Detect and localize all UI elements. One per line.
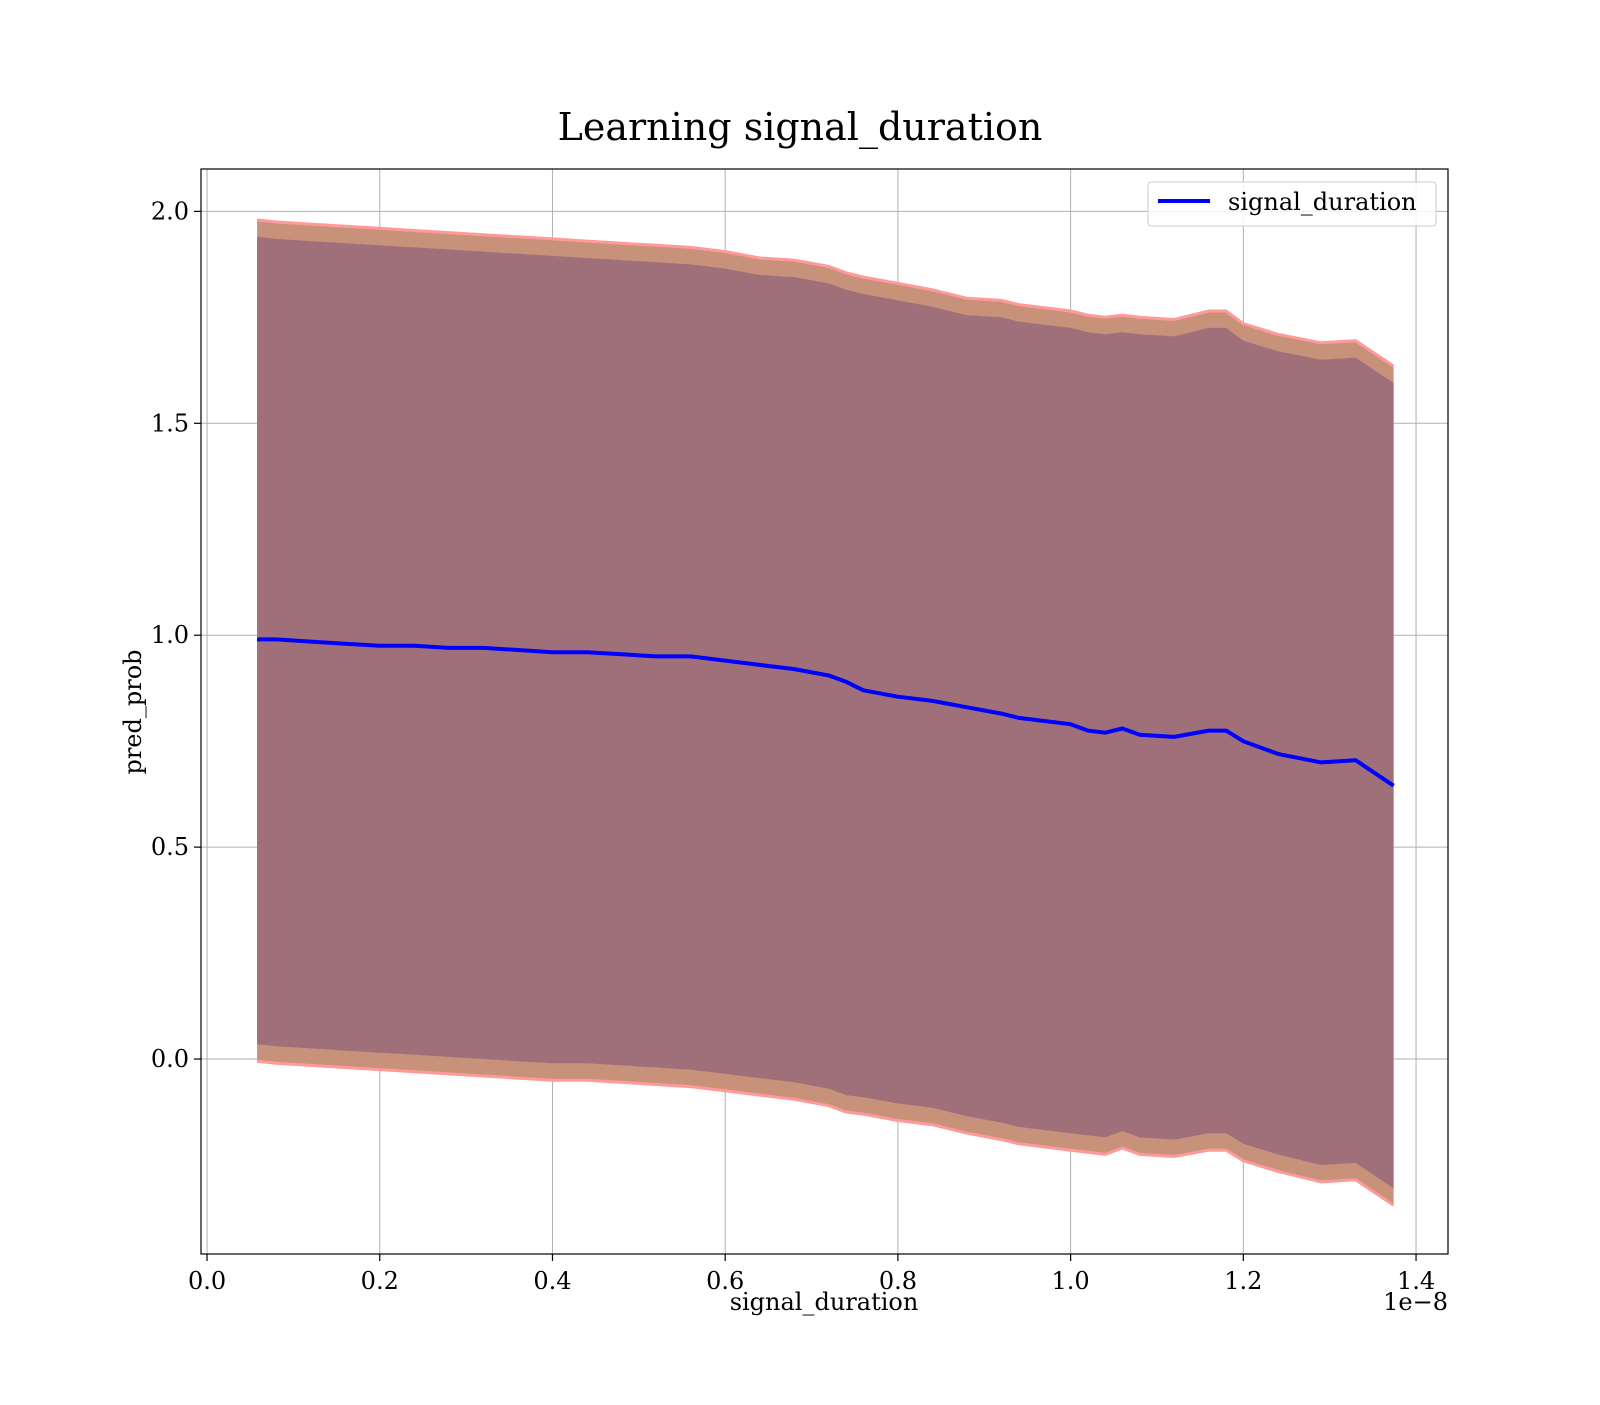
x-offset-label: 1e−8 bbox=[1383, 1288, 1448, 1316]
axis-ticks: 0.0 0.2 0.4 0.6 0.8 1.0 1.2 1.4 0.0 0.5 1.0 1.5 2.0 bbox=[151, 197, 1435, 1295]
y-tick-label: 2.0 bbox=[151, 197, 189, 225]
x-tick-label: 0.0 bbox=[188, 1267, 226, 1295]
y-tick-label: 0.5 bbox=[151, 833, 189, 861]
confidence-bands bbox=[256, 218, 1395, 1207]
outer-band-lower-edge bbox=[256, 1059, 1395, 1207]
legend-box bbox=[1147, 181, 1437, 227]
plot-frame bbox=[200, 168, 1449, 1255]
y-tick-label: 0.0 bbox=[151, 1045, 189, 1073]
x-tick-label: 1.2 bbox=[1224, 1267, 1262, 1295]
y-tick-label: 1.5 bbox=[151, 409, 189, 437]
y-axis-label: pred_prob bbox=[119, 649, 147, 774]
series-line bbox=[257, 637, 1395, 788]
legend-label: signal_duration bbox=[1228, 188, 1417, 216]
y-tick-label: 1.0 bbox=[151, 621, 189, 649]
chart-title: Learning signal_duration bbox=[558, 105, 1043, 150]
inner-band-area bbox=[257, 236, 1394, 1189]
series-lines bbox=[257, 637, 1395, 788]
x-tick-label: 0.4 bbox=[533, 1267, 571, 1295]
x-tick-label: 0.8 bbox=[879, 1267, 917, 1295]
x-tick-label: 0.6 bbox=[706, 1267, 744, 1295]
x-tick-label: 0.2 bbox=[361, 1267, 399, 1295]
x-tick-label: 1.4 bbox=[1397, 1267, 1435, 1295]
x-tick-label: 1.0 bbox=[1052, 1267, 1090, 1295]
outer-band-upper-edge bbox=[256, 218, 1395, 368]
legend: signal_duration bbox=[1147, 181, 1437, 227]
x-axis-label: signal_duration bbox=[730, 1288, 919, 1316]
